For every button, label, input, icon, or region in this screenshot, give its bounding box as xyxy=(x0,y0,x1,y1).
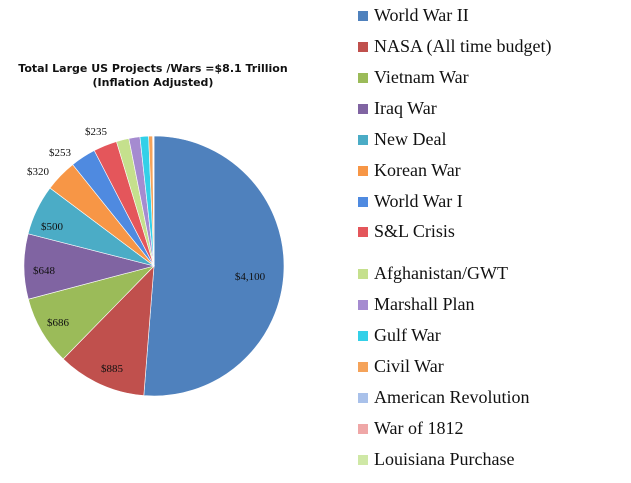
legend-swatch xyxy=(358,331,368,341)
legend-item-gulf-war: Gulf War xyxy=(358,324,628,346)
legend-label: Gulf War xyxy=(374,325,441,345)
legend-swatch xyxy=(358,424,368,434)
legend-label: Civil War xyxy=(374,356,444,376)
legend-swatch xyxy=(358,300,368,310)
legend-item-world-war-i: World War I xyxy=(358,190,628,212)
legend-swatch xyxy=(358,393,368,403)
legend-item-vietnam-war: Vietnam War xyxy=(358,66,628,88)
legend-item-american-revolution: American Revolution xyxy=(358,386,628,408)
legend-label: NASA (All time budget) xyxy=(374,36,552,56)
legend-label: World War II xyxy=(374,5,469,25)
chart-title: Total Large US Projects /Wars =$8.1 Tril… xyxy=(0,62,306,90)
data-label-s-l-crisis: $235 xyxy=(85,126,108,138)
legend-swatch xyxy=(358,166,368,176)
legend-label: S&L Crisis xyxy=(374,221,455,241)
legend-label: New Deal xyxy=(374,129,447,149)
legend-label: Korean War xyxy=(374,160,461,180)
legend-label: Vietnam War xyxy=(374,67,469,87)
legend-swatch xyxy=(358,42,368,52)
legend-swatch xyxy=(358,455,368,465)
legend-label: Afghanistan/GWT xyxy=(374,263,508,283)
legend-swatch xyxy=(358,269,368,279)
legend-swatch xyxy=(358,227,368,237)
data-label-world-war-ii: $4,100 xyxy=(235,271,266,283)
legend-item-afghanistan-gwt: Afghanistan/GWT xyxy=(358,262,628,284)
legend-item-korean-war: Korean War xyxy=(358,159,628,181)
legend-swatch xyxy=(358,104,368,114)
legend-item-marshall-plan: Marshall Plan xyxy=(358,293,628,315)
legend-item-new-deal: New Deal xyxy=(358,128,628,150)
data-label-vietnam-war: $686 xyxy=(47,317,70,329)
data-label-nasa-all-time-budget: $885 xyxy=(101,363,124,375)
legend-item-nasa-all-time-budget: NASA (All time budget) xyxy=(358,35,628,57)
pie-slice-nasa-all-time-budget xyxy=(62,265,155,396)
legend-item-war-of-1812: War of 1812 xyxy=(358,417,628,439)
chart-title-line-2: (Inflation Adjusted) xyxy=(92,76,214,89)
legend-swatch xyxy=(358,197,368,207)
legend-item-world-war-ii: World War II xyxy=(358,4,628,26)
chart-title-line-1: Total Large US Projects /Wars =$8.1 Tril… xyxy=(18,62,288,75)
legend-item-iraq-war: Iraq War xyxy=(358,97,628,119)
data-label-korean-war: $320 xyxy=(27,166,50,178)
legend-label: World War I xyxy=(374,191,463,211)
data-label-world-war-i: $253 xyxy=(49,147,72,159)
data-label-iraq-war: $648 xyxy=(33,265,56,277)
legend-label: Marshall Plan xyxy=(374,294,475,314)
legend-item-s-l-crisis: S&L Crisis xyxy=(358,220,628,242)
legend-label: War of 1812 xyxy=(374,418,464,438)
legend-label: Louisiana Purchase xyxy=(374,449,515,469)
legend-label: American Revolution xyxy=(374,387,530,407)
legend-label: Iraq War xyxy=(374,98,437,118)
data-label-new-deal: $500 xyxy=(41,221,64,233)
legend-swatch xyxy=(358,11,368,21)
pie-slice-world-war-ii xyxy=(143,135,285,397)
legend-item-civil-war: Civil War xyxy=(358,355,628,377)
legend-swatch xyxy=(358,73,368,83)
legend-swatch xyxy=(358,135,368,145)
legend-item-louisiana-purchase: Louisiana Purchase xyxy=(358,448,628,470)
legend-swatch xyxy=(358,362,368,372)
